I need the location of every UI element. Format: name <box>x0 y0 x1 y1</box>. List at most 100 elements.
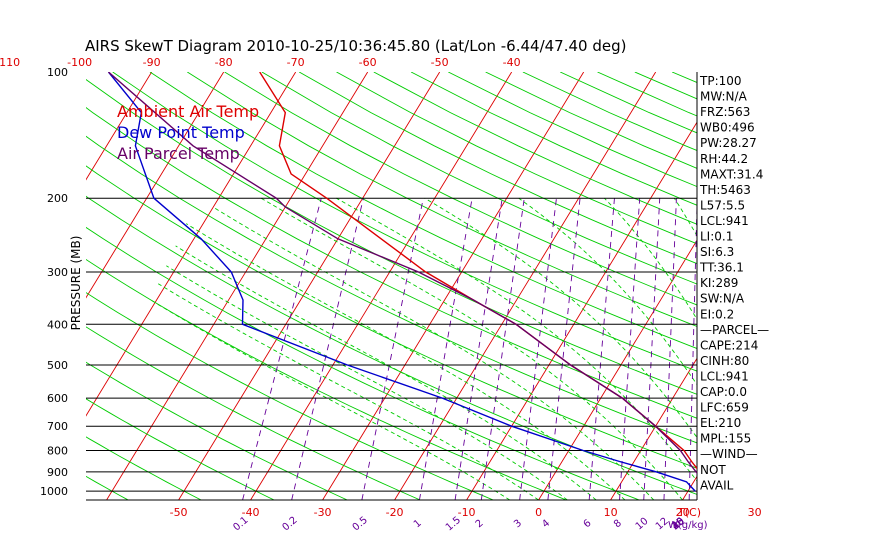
index-item: TH:5463 <box>699 183 751 197</box>
mixing-ratio-label: 6 <box>582 518 594 531</box>
moist-adiabat-line <box>260 197 683 500</box>
moist-adiabat-line <box>185 223 626 500</box>
bottom-temp-tick-label: 0 <box>535 506 542 519</box>
index-item: NOT <box>700 463 726 477</box>
index-item: TP:100 <box>699 74 742 88</box>
mixing-ratio-label: 4 <box>540 518 552 531</box>
y-axis-label: PRESSURE (MB) <box>69 236 83 331</box>
index-item: MPL:155 <box>700 432 751 446</box>
dry-adiabat-line <box>86 326 421 500</box>
index-item: EL:210 <box>700 416 741 430</box>
bottom-temp-tick-label: -40 <box>242 506 260 519</box>
bottom-temp-tick-label: 10 <box>604 506 618 519</box>
mixing-ratio-line <box>419 198 473 500</box>
index-item: LI:0.1 <box>700 230 733 244</box>
dry-adiabat-line <box>224 72 697 306</box>
bottom-axis-unit: T(C) <box>677 506 701 519</box>
mixing-ratio-line <box>480 198 525 500</box>
index-item: TT:36.1 <box>699 261 744 275</box>
legend-dew-point-temp: Dew Point Temp <box>117 123 245 142</box>
mixing-ratio-line <box>454 198 503 500</box>
index-item: RH:44.2 <box>700 152 748 166</box>
pressure-tick-label: 200 <box>47 192 68 205</box>
mixing-ratio-label: 3 <box>512 518 524 531</box>
dry-adiabat-line <box>261 72 697 285</box>
bottom-temp-tick-label: -30 <box>314 506 332 519</box>
moist-adiabat-line <box>424 197 697 439</box>
dry-adiabat-line <box>149 72 697 349</box>
index-item: L57:5.5 <box>700 198 745 212</box>
pressure-tick-label: 400 <box>47 318 68 331</box>
pressure-tick-label: 300 <box>47 266 68 279</box>
isobars <box>86 72 698 501</box>
dry-adiabat-line <box>86 195 697 495</box>
pressure-tick-label: 500 <box>47 359 68 372</box>
index-item: EI:0.2 <box>700 307 734 321</box>
series-line-air-parcel-temp <box>108 72 697 475</box>
pressure-tick-label: 600 <box>47 392 68 405</box>
dry-adiabat-line <box>187 72 697 327</box>
pressure-tick-label: 900 <box>47 466 68 479</box>
top-temp-tick-label: -70 <box>287 56 305 69</box>
index-item: PW:28.27 <box>700 136 757 150</box>
pressure-tick-label: 100 <box>47 66 68 79</box>
dry-adiabat-line <box>86 361 348 500</box>
pressure-tick-label: 800 <box>47 445 68 458</box>
chart-title: AIRS SkewT Diagram 2010-10-25/10:36:45.8… <box>85 37 626 55</box>
bottom-temp-tick-label: 30 <box>748 506 762 519</box>
index-item: MAXT:31.4 <box>700 167 763 181</box>
bottom-temp-tick-label: -10 <box>458 506 476 519</box>
index-item: LCL:941 <box>700 214 749 228</box>
index-item: CAPE:214 <box>700 338 758 352</box>
top-temp-tick-label: -110 <box>0 56 20 69</box>
isotherm-line <box>538 239 697 500</box>
profiles <box>107 72 697 492</box>
index-item: FRZ:563 <box>700 105 750 119</box>
mixing-ratio-line <box>242 198 322 500</box>
moist-adiabat-line <box>157 283 539 500</box>
moist-adiabat-line <box>336 197 697 482</box>
index-item: LFC:659 <box>700 401 749 415</box>
index-item: LCL:941 <box>700 369 749 383</box>
mixing-ratio-label: 1 <box>412 518 424 531</box>
mixing-ratio-line <box>291 198 364 500</box>
top-temp-tick-label: -80 <box>215 56 233 69</box>
index-item: SI:6.3 <box>700 245 734 259</box>
top-temp-tick-label: -90 <box>143 56 161 69</box>
bottom-temp-tick-label: 20 <box>676 506 690 519</box>
dry-adiabat-line <box>86 436 202 500</box>
dry-adiabat-line <box>86 226 640 500</box>
isotherm-line <box>86 72 297 417</box>
moist-adiabat-line <box>175 245 597 500</box>
isotherm-line <box>178 72 441 500</box>
mixing-ratio-label: 8 <box>612 518 624 531</box>
mixing-ratio-unit: W(g/kg) <box>668 520 708 531</box>
index-item: AVAIL <box>700 478 734 492</box>
top-temp-tick-label: -60 <box>359 56 377 69</box>
legend-air-parcel-temp: Air Parcel Temp <box>117 144 240 163</box>
moist-adiabat-line <box>212 206 655 500</box>
moist-adiabat-line <box>518 197 697 386</box>
mixing-ratio-line <box>519 198 557 500</box>
dry-adiabat-line <box>298 72 697 265</box>
mixing-ratio-label: 2 <box>474 518 486 531</box>
dry-adiabat-line <box>86 292 494 500</box>
dry-adiabat-line <box>86 398 275 500</box>
index-item: CAP:0.0 <box>700 385 747 399</box>
index-item: KI:289 <box>700 276 738 290</box>
isotherm-line <box>322 72 585 500</box>
bottom-temp-tick-label: -50 <box>170 506 188 519</box>
legend-ambient-air-temp: Ambient Air Temp <box>117 102 259 121</box>
index-item: WB0:496 <box>700 121 755 135</box>
index-item: SW:N/A <box>700 292 745 306</box>
isotherm-line <box>250 72 513 500</box>
dry-adiabat-line <box>86 107 697 419</box>
dry-adiabat-line <box>86 135 697 444</box>
index-item: CINH:80 <box>700 354 749 368</box>
series-line-dew-point-temp <box>107 72 696 492</box>
mixing-ratio-line <box>361 198 424 500</box>
dry-adiabat-line <box>112 72 697 372</box>
top-temp-tick-label: -40 <box>503 56 521 69</box>
isotherm-line <box>86 72 153 181</box>
